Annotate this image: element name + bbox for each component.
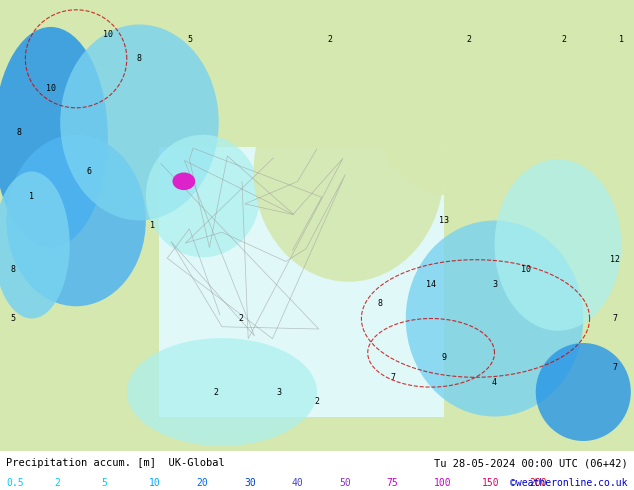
Text: Precipitation accum. [m]  UK-Global: Precipitation accum. [m] UK-Global [6,458,225,468]
Text: 30: 30 [244,478,256,488]
Text: 5: 5 [188,35,193,44]
Bar [0,451,634,490]
Text: 3: 3 [492,280,497,289]
Text: 2: 2 [238,314,243,323]
Ellipse shape [495,159,621,331]
Ellipse shape [536,343,631,441]
Text: 2: 2 [54,478,60,488]
Text: 10: 10 [46,84,56,93]
Text: 8: 8 [378,299,383,308]
Text: 2: 2 [467,35,472,44]
Ellipse shape [146,135,260,257]
Ellipse shape [0,172,70,318]
Ellipse shape [254,61,444,282]
Text: 7: 7 [612,363,618,372]
Text: 3: 3 [276,388,281,396]
Text: 13: 13 [439,216,449,225]
Text: 10: 10 [103,30,113,39]
Ellipse shape [6,135,146,306]
Text: 8: 8 [16,128,22,137]
Text: 1: 1 [29,192,34,200]
Text: 5: 5 [10,314,15,323]
Text: 5: 5 [101,478,107,488]
Text: 150: 150 [482,478,500,488]
Circle shape [172,172,195,190]
Text: 2: 2 [213,388,218,396]
Text: Tu 28-05-2024 00:00 UTC (06+42): Tu 28-05-2024 00:00 UTC (06+42) [434,458,628,468]
Text: 2: 2 [327,35,332,44]
Ellipse shape [406,220,583,416]
Text: 1: 1 [619,35,624,44]
Text: 14: 14 [426,280,436,289]
Text: 7: 7 [612,314,618,323]
Text: 8: 8 [137,54,142,63]
Text: 40: 40 [292,478,304,488]
Text: 10: 10 [521,265,531,274]
Text: 200: 200 [529,478,547,488]
Text: 2: 2 [562,35,567,44]
Ellipse shape [60,24,219,220]
Text: 9: 9 [441,353,446,362]
Text: 50: 50 [339,478,351,488]
Text: 0.5: 0.5 [6,478,24,488]
Ellipse shape [127,338,317,446]
Ellipse shape [0,27,108,247]
Text: 100: 100 [434,478,452,488]
Text: 20: 20 [197,478,209,488]
Text: 1: 1 [150,221,155,230]
Text: ©weatheronline.co.uk: ©weatheronline.co.uk [510,478,628,488]
Text: 6: 6 [86,167,91,176]
Text: 75: 75 [387,478,399,488]
Text: 8: 8 [10,265,15,274]
Ellipse shape [377,49,536,196]
Text: 10: 10 [149,478,161,488]
Bar [158,147,444,416]
Text: 2: 2 [314,397,320,406]
Text: 7: 7 [391,373,396,382]
Text: 4: 4 [492,378,497,387]
Text: 12: 12 [610,255,620,264]
